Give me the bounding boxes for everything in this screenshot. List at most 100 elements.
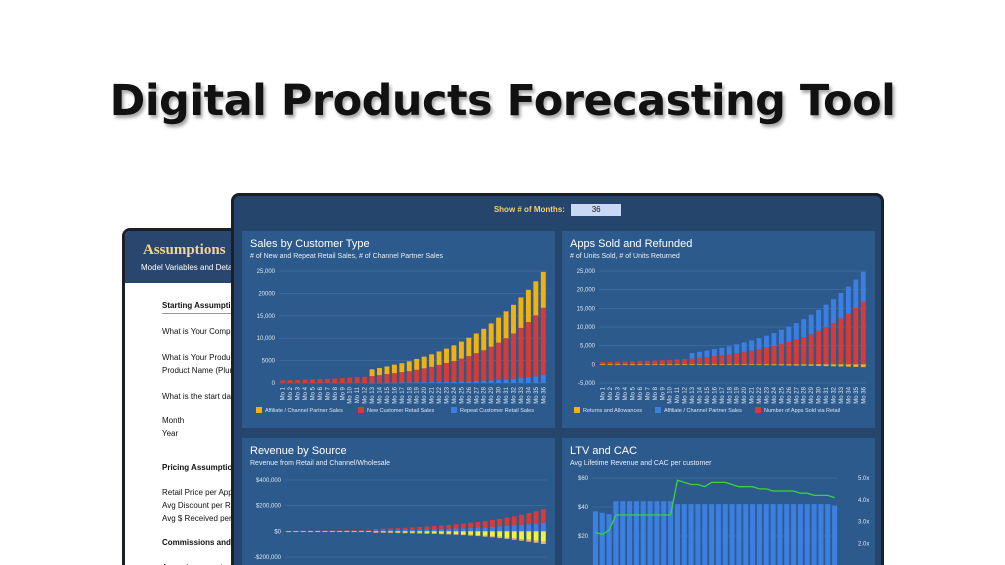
bar — [366, 531, 372, 533]
bar — [460, 528, 466, 532]
bar — [286, 530, 292, 532]
bar — [308, 530, 313, 532]
bar — [622, 364, 628, 366]
bar — [468, 522, 473, 528]
x-tick-label: Mo 18 — [727, 386, 733, 403]
bar — [473, 380, 479, 383]
x-tick-label: Mo 11 — [675, 386, 681, 403]
bar — [749, 364, 755, 366]
bar — [417, 532, 423, 534]
months-input[interactable]: 36 — [571, 204, 622, 216]
x-tick-label: Mo 13 — [690, 386, 696, 403]
y-tick-label: 25,000 — [257, 269, 276, 275]
bar — [482, 535, 488, 537]
bar — [337, 530, 342, 532]
months-label: Show # of Months: — [493, 205, 565, 215]
x-tick-label: Mo 19 — [415, 386, 421, 403]
bar — [661, 501, 667, 565]
chart-title: LTV and CAC — [570, 445, 638, 457]
bar — [409, 531, 415, 533]
bar — [475, 521, 481, 528]
bar — [622, 361, 628, 365]
bar — [533, 315, 539, 377]
bar — [395, 529, 401, 532]
bar — [743, 504, 749, 565]
bar — [838, 318, 844, 365]
bar — [302, 379, 308, 383]
bar — [424, 526, 430, 530]
x-tick-label: Mo 33 — [519, 386, 525, 403]
x-tick-label: Mo 10 — [668, 386, 674, 403]
bar — [736, 504, 742, 565]
bar — [709, 504, 715, 565]
ltv-cac-chart: $20 $40 $60 2.0x 3.0x 4.0x 5.0x — [578, 476, 869, 565]
bar — [825, 504, 831, 565]
x-tick-label: Mo 12 — [683, 386, 689, 403]
bar — [770, 504, 776, 565]
bar — [838, 364, 844, 367]
bar — [451, 345, 457, 362]
bar — [504, 517, 510, 526]
bar — [431, 529, 437, 532]
x-tick-label: Mo 29 — [809, 386, 815, 403]
bar — [444, 381, 449, 383]
y-tick-label: -5,000 — [578, 381, 596, 387]
bar — [446, 533, 452, 535]
bar — [816, 309, 822, 331]
x-tick-label: Mo 35 — [854, 386, 860, 403]
months-control: Show # of Months: 36 — [234, 204, 881, 216]
y-tick-label: $0 — [274, 529, 281, 535]
bar — [482, 531, 488, 536]
assumption-row-label: What is Your Produc — [162, 353, 235, 362]
bar — [644, 364, 650, 366]
assumption-row-label: Retail Price per App — [162, 488, 233, 497]
assumption-row-label: What is the start dat — [162, 392, 234, 401]
bar — [406, 361, 412, 372]
bar — [280, 380, 286, 383]
x-tick-label: Mo 34 — [526, 386, 532, 403]
bar — [640, 501, 646, 565]
bar — [526, 539, 532, 542]
bar — [630, 361, 635, 365]
bar — [860, 364, 866, 368]
bar — [446, 531, 452, 534]
bar — [533, 531, 539, 541]
bar — [300, 530, 306, 532]
x-tick-label: Mo 20 — [422, 386, 428, 403]
bar — [599, 512, 605, 565]
bar — [808, 314, 814, 335]
bar — [388, 531, 393, 533]
bar — [429, 354, 435, 367]
y-tick-label: 10,000 — [577, 325, 596, 331]
x-tick-label: Mo 7 — [645, 386, 651, 400]
bar — [607, 361, 613, 365]
bar — [503, 338, 509, 380]
bar — [402, 527, 408, 530]
bar — [421, 368, 427, 383]
bar — [431, 526, 437, 530]
x-tick-label: Mo 31 — [504, 386, 510, 403]
bar — [763, 504, 769, 565]
bar — [741, 342, 747, 353]
legend-label: Repeat Customer Retail Sales — [460, 408, 534, 414]
bar — [511, 516, 517, 526]
bar — [344, 530, 350, 532]
bar — [689, 352, 695, 359]
bar — [511, 525, 517, 532]
bar — [600, 364, 606, 366]
bar — [674, 359, 680, 365]
x-tick-label: Mo 5 — [311, 386, 317, 400]
y-tick-label: $200,000 — [256, 504, 282, 510]
bar — [460, 531, 466, 535]
bar — [518, 297, 524, 328]
assumptions-subtitle: Model Variables and Deta — [141, 263, 233, 272]
bar — [777, 504, 783, 565]
bar — [488, 380, 494, 383]
bar — [380, 531, 386, 533]
bar — [417, 531, 423, 533]
bar — [503, 379, 509, 383]
bar — [526, 513, 532, 525]
revenue-chart: -$200,000 $0 $200,000 $400,000 — [254, 478, 547, 561]
x-tick-label: Mo 6 — [318, 386, 324, 400]
bar — [823, 327, 829, 365]
